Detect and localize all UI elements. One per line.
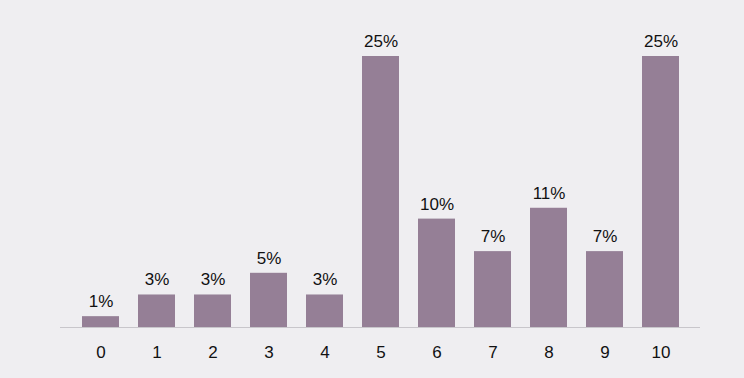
- svg-text:7%: 7%: [481, 227, 506, 246]
- svg-text:5%: 5%: [257, 249, 282, 268]
- svg-text:10%: 10%: [420, 195, 454, 214]
- svg-text:7: 7: [488, 343, 497, 362]
- svg-text:25%: 25%: [644, 32, 678, 51]
- svg-text:3: 3: [264, 343, 273, 362]
- svg-text:25%: 25%: [364, 32, 398, 51]
- svg-text:8: 8: [544, 343, 553, 362]
- svg-text:11%: 11%: [533, 184, 566, 203]
- svg-text:10: 10: [652, 343, 671, 362]
- svg-text:7%: 7%: [593, 227, 618, 246]
- svg-text:4: 4: [320, 343, 329, 362]
- svg-text:1%: 1%: [89, 292, 114, 311]
- svg-text:3%: 3%: [201, 270, 226, 289]
- svg-text:1: 1: [152, 343, 161, 362]
- svg-text:5: 5: [376, 343, 385, 362]
- svg-text:3%: 3%: [145, 270, 170, 289]
- svg-text:0: 0: [96, 343, 105, 362]
- svg-text:2: 2: [208, 343, 217, 362]
- svg-text:3%: 3%: [313, 270, 338, 289]
- svg-text:6: 6: [432, 343, 441, 362]
- svg-text:9: 9: [600, 343, 609, 362]
